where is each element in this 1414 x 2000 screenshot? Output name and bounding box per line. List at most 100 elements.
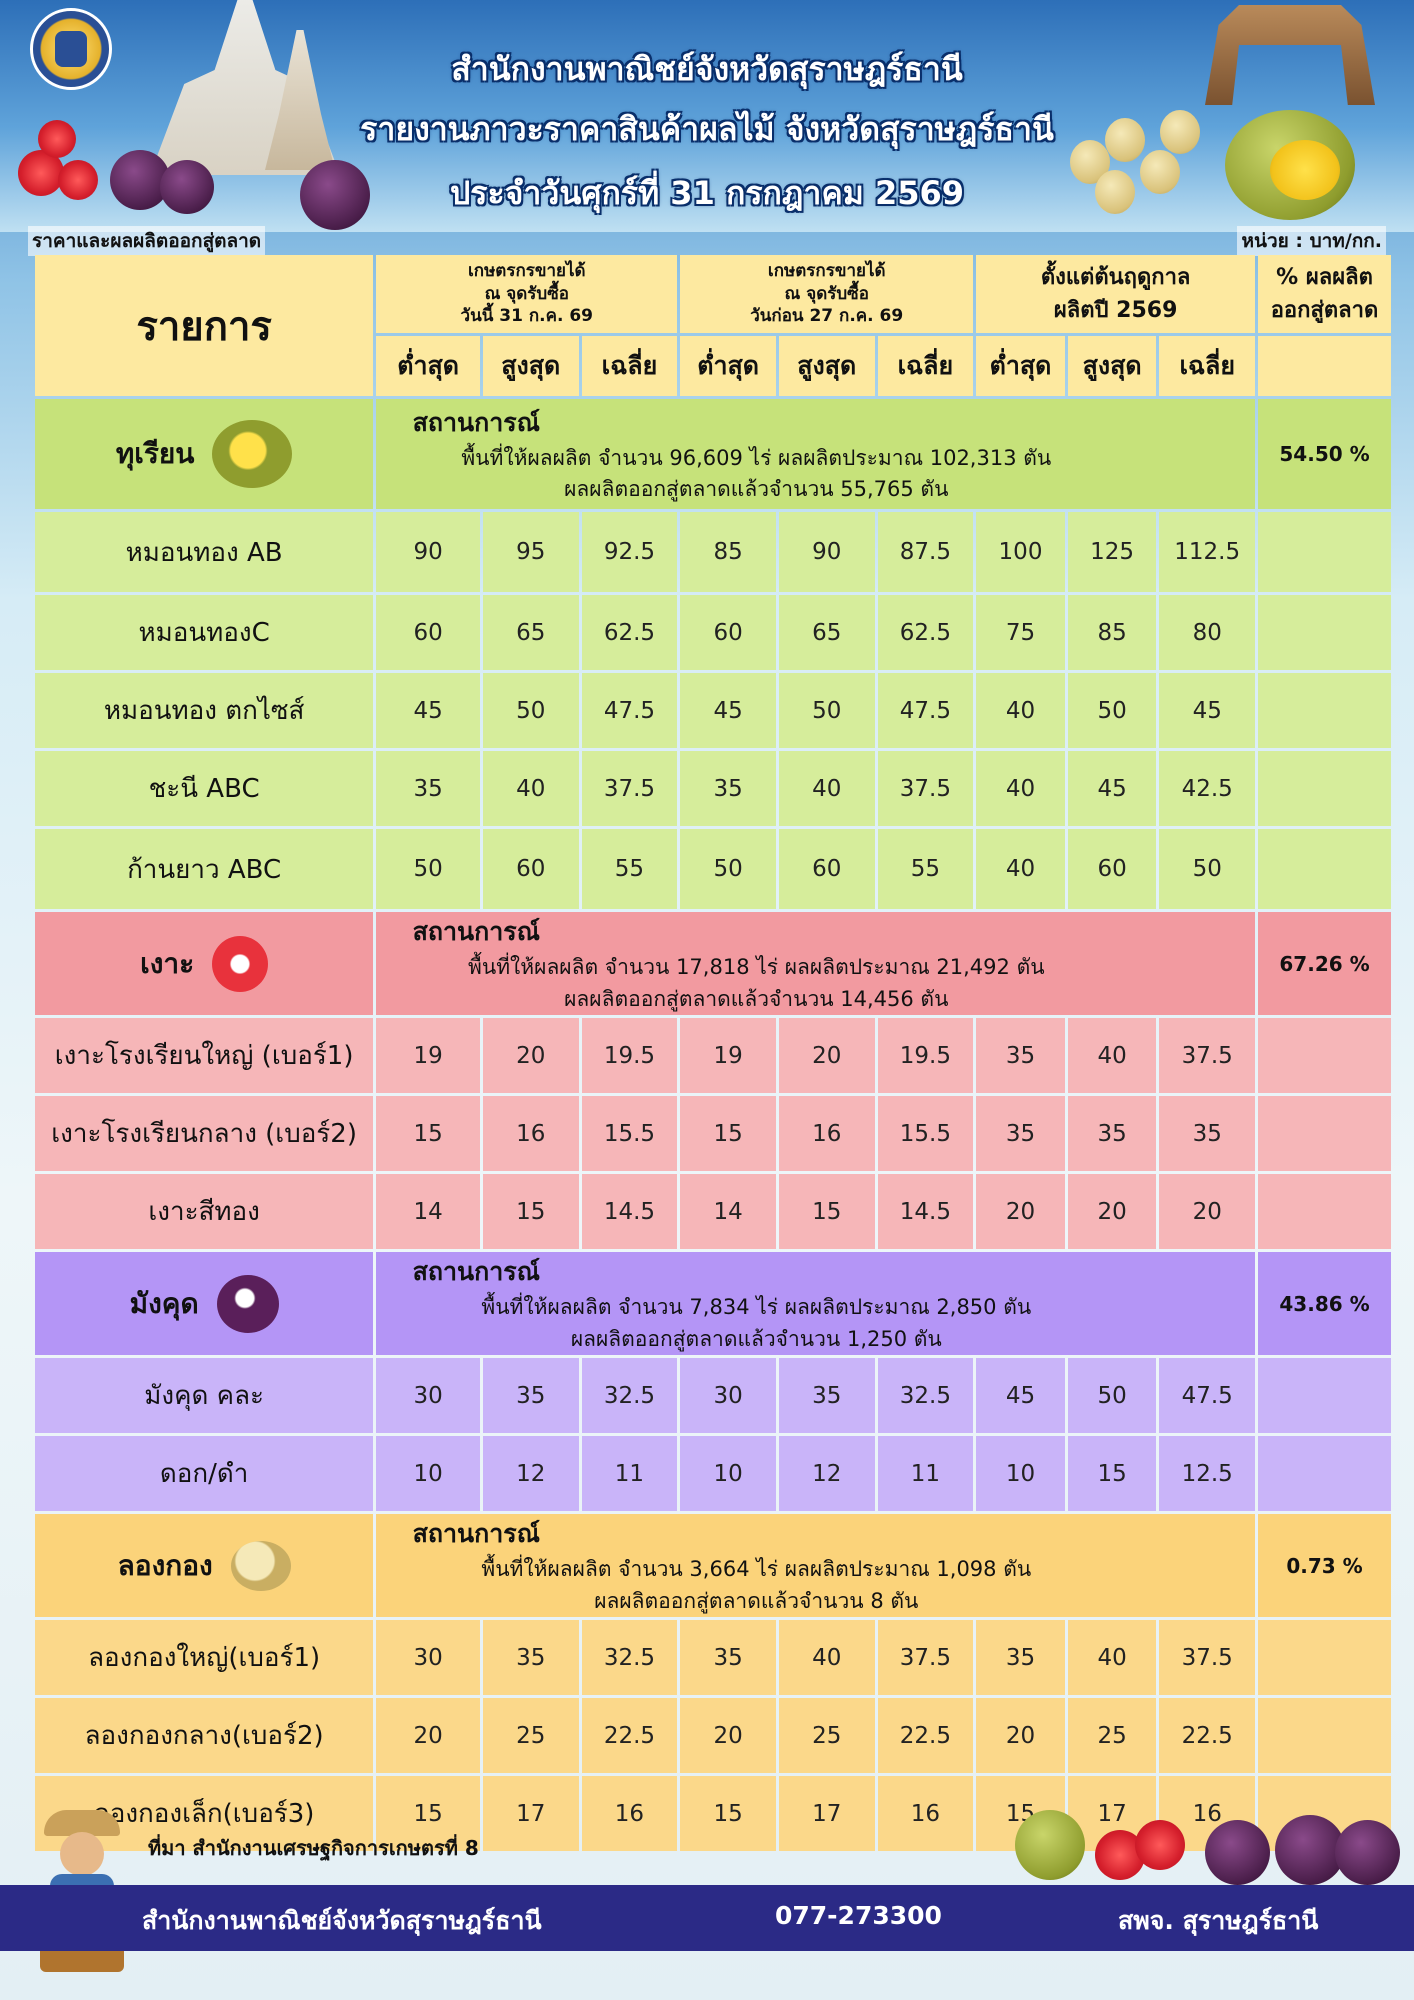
price-cell: 45 (1159, 673, 1256, 748)
today-header-line2: ณ จุดรับซื้อ (484, 283, 569, 304)
variety-label: ดอก/ดำ (35, 1436, 374, 1511)
percent-cell-empty (1258, 1436, 1391, 1511)
price-cell: 20 (1159, 1174, 1256, 1249)
longkong-image (1105, 118, 1145, 162)
price-cell: 10 (976, 1436, 1065, 1511)
price-cell: 14 (680, 1174, 776, 1249)
table-row: ลองกองใหญ่(เบอร์1) 30 35 32.5 35 40 37.5 35 40 37… (35, 1620, 1391, 1695)
situation-line2: ผลผลิตออกสู่ตลาดแล้วจำนวน 14,456 ตัน (564, 986, 949, 1011)
mangosteen-image (300, 160, 370, 230)
price-cell: 19 (680, 1018, 776, 1093)
section-name: มังคุด (129, 1286, 199, 1320)
price-cell: 35 (482, 1620, 579, 1695)
section-row: ทุเรียน สถานการณ์ พื้นที่ให้ผลผลิต จำนวน 9… (35, 399, 1391, 509)
unit-label: หน่วย : บาท/กก. (1237, 226, 1386, 256)
table-row: หมอนทองC 60 65 62.5 60 65 62.5 75 85 80 (35, 595, 1391, 670)
rambutan-image (38, 120, 76, 158)
price-cell: 40 (1067, 1018, 1157, 1093)
price-cell: 75 (976, 595, 1065, 670)
price-cell: 47.5 (1159, 1358, 1256, 1433)
price-cell: 35 (680, 1620, 776, 1695)
price-cell: 19.5 (877, 1018, 974, 1093)
header-banner: สำนักงานพาณิชย์จังหวัดสุราษฎร์ธานี รายงา… (0, 0, 1414, 232)
price-cell: 12.5 (1159, 1436, 1256, 1511)
price-cell: 60 (778, 829, 875, 909)
avg-header: เฉลี่ย (1159, 336, 1256, 396)
price-cell: 50 (1159, 829, 1256, 909)
section-name: เงาะ (140, 946, 195, 980)
price-cell: 35 (778, 1358, 875, 1433)
office-title: สำนักงานพาณิชย์จังหวัดสุราษฎร์ธานี (451, 50, 963, 88)
price-cell: 40 (778, 751, 875, 826)
max-header: สูงสุด (482, 336, 579, 396)
price-cell: 15 (1067, 1436, 1157, 1511)
output-percent: 67.26 % (1258, 912, 1391, 1015)
ministry-logo (30, 8, 112, 90)
item-header: รายการ (35, 255, 374, 396)
percent-cell-empty (1258, 1358, 1391, 1433)
section-name-cell: ทุเรียน (35, 399, 374, 509)
price-cell: 62.5 (877, 595, 974, 670)
situation-text: พื้นที่ให้ผลผลิต จำนวน 7,834 ไร่ ผลผลิตป… (376, 1292, 1136, 1355)
price-cell: 14.5 (581, 1174, 678, 1249)
price-cell: 95 (482, 512, 579, 592)
report-title: รายงานภาวะราคาสินค้าผลไม้ จังหวัดสุราษฎร… (360, 110, 1054, 148)
situation-line1: พื้นที่ให้ผลผลิต จำนวน 96,609 ไร่ ผลผลิต… (461, 445, 1052, 470)
price-cell: 37.5 (1159, 1018, 1256, 1093)
price-cell: 85 (680, 512, 776, 592)
min-header: ต่ำสุด (376, 336, 480, 396)
today-header-line3: วันนี้ 31 ก.ค. 69 (460, 306, 593, 327)
price-cell: 50 (778, 673, 875, 748)
situation-cell: สถานการณ์ พื้นที่ให้ผลผลิต จำนวน 7,834 ไร… (376, 1252, 1256, 1355)
price-cell: 10 (376, 1436, 480, 1511)
price-cell: 92.5 (581, 512, 678, 592)
price-cell: 20 (976, 1698, 1065, 1773)
price-cell: 11 (581, 1436, 678, 1511)
price-cell: 35 (680, 751, 776, 826)
longkong-image (1095, 170, 1135, 214)
footer-bar: สำนักงานพาณิชย์จังหวัดสุราษฎร์ธานี 077-2… (0, 1885, 1414, 1951)
price-cell: 16 (778, 1096, 875, 1171)
price-cell: 25 (778, 1698, 875, 1773)
output-percent: 54.50 % (1258, 399, 1391, 509)
variety-label: เงาะโรงเรียนใหญ่ (เบอร์1) (35, 1018, 374, 1093)
price-cell: 12 (778, 1436, 875, 1511)
situation-line1: พื้นที่ให้ผลผลิต จำนวน 3,664 ไร่ ผลผลิตป… (481, 1557, 1032, 1581)
price-cell: 60 (680, 595, 776, 670)
section-row: ลองกอง สถานการณ์ พื้นที่ให้ผลผลิต จำนวน 3,… (35, 1514, 1391, 1617)
section-name: ทุเรียน (115, 437, 195, 470)
price-cell: 35 (1159, 1096, 1256, 1171)
price-cell: 50 (376, 829, 480, 909)
price-cell: 40 (482, 751, 579, 826)
price-cell: 55 (877, 829, 974, 909)
percent-cell-empty (1258, 1096, 1391, 1171)
price-cell: 20 (1067, 1174, 1157, 1249)
price-cell: 16 (482, 1096, 579, 1171)
price-cell: 50 (1067, 673, 1157, 748)
percent-cell-empty (1258, 1018, 1391, 1093)
table-row: เงาะโรงเรียนใหญ่ (เบอร์1) 19 20 19.5 19 20 19.… (35, 1018, 1391, 1093)
season-header-line2: ผลิตปี 2569 (1053, 298, 1178, 323)
price-cell: 35 (1067, 1096, 1157, 1171)
price-cell: 125 (1067, 512, 1157, 592)
situation-line2: ผลผลิตออกสู่ตลาดแล้วจำนวน 55,765 ตัน (564, 477, 949, 501)
price-cell: 45 (1067, 751, 1157, 826)
price-cell: 45 (376, 673, 480, 748)
situation-cell: สถานการณ์ พื้นที่ให้ผลผลิต จำนวน 3,664 ไร… (376, 1514, 1256, 1617)
price-cell: 40 (976, 829, 1065, 909)
price-cell: 15.5 (877, 1096, 974, 1171)
output-percent: 43.86 % (1258, 1252, 1391, 1355)
section-name-cell: เงาะ (35, 912, 374, 1015)
table-row: ชะนี ABC 35 40 37.5 35 40 37.5 40 45 42.5 (35, 751, 1391, 826)
percent-cell-empty (1258, 1620, 1391, 1695)
footer-phone: 077-273300 (775, 1901, 942, 1930)
mangosteen-icon (216, 1274, 279, 1333)
situation-line1: พื้นที่ให้ผลผลิต จำนวน 7,834 ไร่ ผลผลิตป… (481, 1295, 1032, 1319)
price-cell: 30 (376, 1358, 480, 1433)
table-row: หมอนทอง ตกไซส์ 45 50 47.5 45 50 47.5 40 50 45 (35, 673, 1391, 748)
rambutan-image (58, 160, 98, 200)
price-cell: 25 (482, 1698, 579, 1773)
longkong-icon (230, 1540, 291, 1591)
table-row: มังคุด คละ 30 35 32.5 30 35 32.5 45 50 47.5 (35, 1358, 1391, 1433)
durian-flesh-image (1270, 140, 1340, 200)
